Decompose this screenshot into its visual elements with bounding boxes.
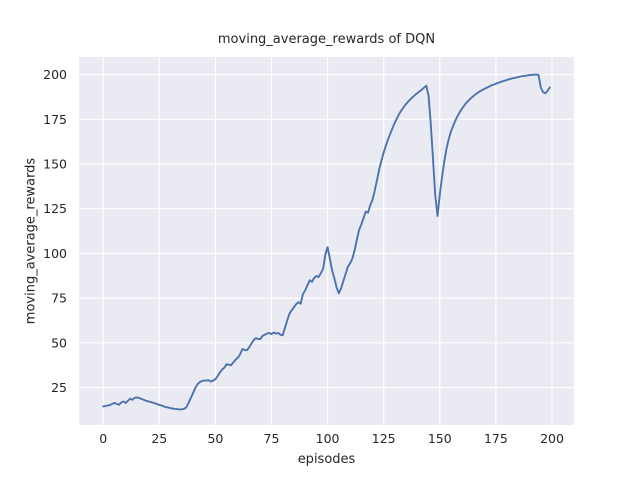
plot-background <box>79 57 574 425</box>
x-tick-label: 0 <box>99 431 107 446</box>
y-tick-label: 150 <box>43 157 67 172</box>
y-axis-label: moving_average_rewards <box>23 157 39 325</box>
y-tick-label: 100 <box>43 246 67 261</box>
y-tick-label: 200 <box>43 67 67 82</box>
x-tick-label: 175 <box>484 431 508 446</box>
reward-line <box>102 73 551 411</box>
x-tick-label: 25 <box>151 431 167 446</box>
x-tick-label: 200 <box>540 431 564 446</box>
x-tick-label: 125 <box>372 431 396 446</box>
x-tick-label: 100 <box>316 431 340 446</box>
y-tick-label: 50 <box>51 335 67 350</box>
x-axis-label: episodes <box>297 452 356 467</box>
x-tick-label: 50 <box>207 431 223 446</box>
y-tick-label: 125 <box>43 201 67 216</box>
y-tick-label: 175 <box>43 112 67 127</box>
x-tick-label: 75 <box>264 431 280 446</box>
y-tick-label: 25 <box>51 380 67 395</box>
x-tick-label: 150 <box>428 431 452 446</box>
y-tick-label: 75 <box>51 291 67 306</box>
chart-title: moving_average_rewards of DQN <box>217 32 436 47</box>
